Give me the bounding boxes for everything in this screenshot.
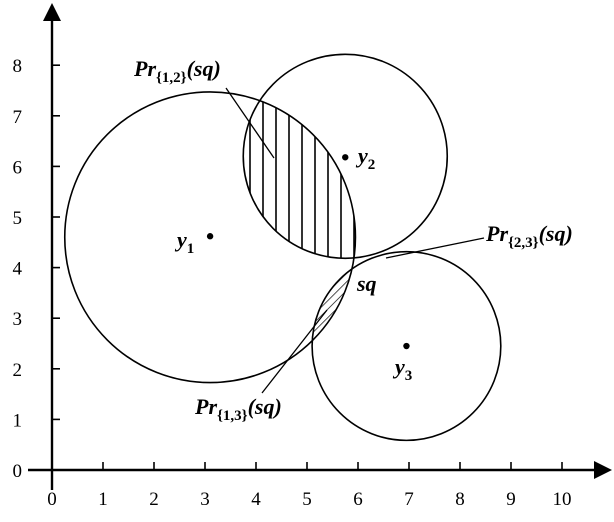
label-pr12: Pr{1,2}(sq) (133, 56, 221, 86)
y-tick-label: 3 (13, 309, 23, 330)
point-y1 (206, 233, 214, 240)
label-y2: y2 (355, 143, 375, 173)
x-tick-label: 5 (302, 489, 312, 510)
leader-pr13 (261, 309, 328, 394)
label-y1: y1 (174, 227, 194, 257)
y-tick-label: 0 (13, 461, 23, 482)
x-tick-label: 9 (506, 489, 516, 510)
x-tick-label: 2 (149, 489, 159, 510)
x-tick-label: 6 (353, 489, 363, 510)
point-y3 (403, 342, 410, 350)
label-pr13: Pr{1,3}(sq) (194, 394, 282, 424)
x-tick-label: 3 (200, 489, 210, 510)
label-pr23: Pr{2,3}(sq) (485, 221, 573, 251)
y-tick-label: 2 (13, 360, 23, 381)
region-pr13-hatched (312, 269, 352, 341)
circle-y3 (311, 250, 502, 442)
y-tick-label: 6 (13, 157, 23, 178)
x-tick-label: 0 (47, 489, 57, 510)
x-axis-arrow (594, 461, 612, 479)
x-tick-label: 8 (455, 489, 465, 510)
label-y3: y3 (392, 354, 412, 384)
y-axis-arrow (43, 3, 61, 21)
circle-y1 (63, 91, 357, 384)
y-tick-label: 1 (13, 410, 23, 431)
x-tick-label: 7 (404, 489, 414, 510)
y-tick-label: 8 (13, 56, 23, 77)
y-tick-label: 4 (13, 259, 23, 280)
leader-pr23 (385, 237, 485, 259)
point-y2 (342, 154, 349, 161)
x-tick-label: 4 (251, 489, 261, 510)
y-tick-label: 5 (13, 208, 23, 229)
y-axis-ticks: 0 1 2 3 4 5 6 7 8 (13, 56, 60, 482)
x-tick-label: 1 (98, 489, 108, 510)
x-tick-label: 10 (553, 489, 572, 510)
leader-pr12 (225, 87, 275, 159)
x-axis-ticks: 0 1 2 3 4 5 6 7 8 9 10 (47, 462, 572, 510)
y-tick-label: 7 (13, 107, 23, 128)
region-pr12-hatched (243, 100, 356, 259)
circle-y2 (242, 53, 449, 260)
label-sq: sq (356, 271, 377, 296)
